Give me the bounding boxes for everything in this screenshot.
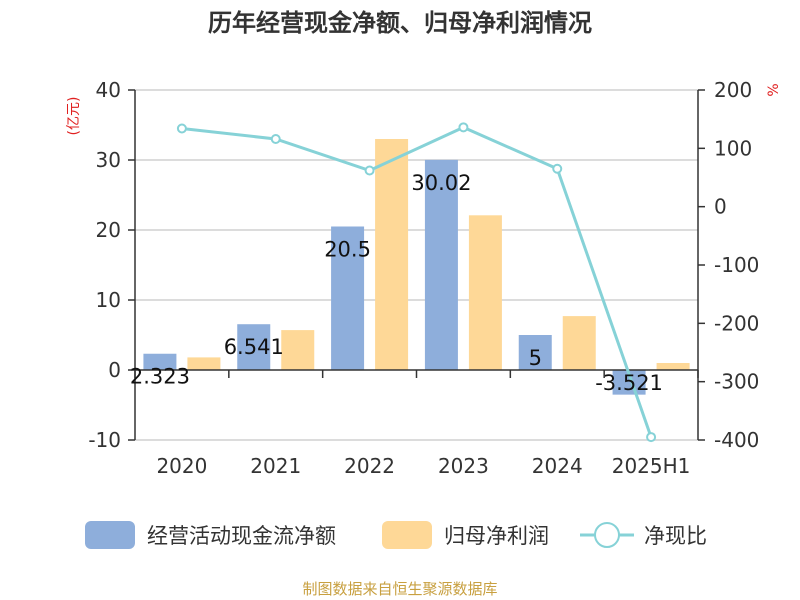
data-label: 20.5 — [324, 238, 371, 262]
bar — [281, 330, 315, 370]
legend-swatch — [382, 521, 432, 549]
left-tick-label: -10 — [88, 428, 121, 452]
left-tick-label: 30 — [96, 148, 121, 172]
right-tick-label: -200 — [714, 311, 759, 335]
bar-group — [143, 139, 690, 395]
line-point — [458, 122, 469, 133]
legend-label: 经营活动现金流净额 — [147, 524, 336, 548]
bar — [237, 324, 271, 370]
right-tick-label: -400 — [714, 428, 759, 452]
data-labels: 2.323 6.541 20.5 30.02 5 -3.521 — [130, 171, 663, 395]
data-label: -3.521 — [595, 371, 663, 395]
right-tick-label: 100 — [714, 136, 752, 160]
x-tick-label: 2024 — [532, 454, 583, 478]
bar — [331, 226, 365, 370]
line-point — [270, 134, 281, 144]
right-axis-unit: % — [766, 83, 782, 96]
line-path — [181, 125, 653, 438]
x-tick-label: 2025H1 — [612, 454, 691, 478]
legend-label: 净现比 — [644, 524, 707, 548]
chart-title: 历年经营现金净额、归母净利润情况 — [208, 9, 592, 37]
left-tick-label: 0 — [108, 358, 121, 382]
right-tick-label: 200 — [714, 78, 752, 102]
left-tick-label: 40 — [96, 78, 121, 102]
line-point — [646, 432, 657, 443]
x-tick-label: 2022 — [344, 454, 395, 478]
line-point — [552, 163, 563, 174]
x-tick-label: 2020 — [156, 454, 207, 478]
bar — [143, 353, 177, 370]
legend-marker — [594, 522, 620, 548]
bar — [656, 363, 690, 370]
bar — [187, 357, 221, 370]
x-tick-label: 2021 — [250, 454, 301, 478]
bar — [562, 316, 596, 370]
data-label: 5 — [529, 346, 542, 370]
left-tick-label: 20 — [96, 218, 121, 242]
bar — [518, 335, 552, 370]
right-tick-label: -100 — [714, 253, 759, 277]
legend: 经营活动现金流净额 归母净利润 净现比 — [85, 521, 707, 549]
data-label: 30.02 — [411, 171, 471, 195]
data-label: 2.323 — [130, 365, 190, 389]
bar — [424, 159, 458, 370]
data-label: 6.541 — [224, 335, 284, 359]
source-note: 制图数据来自恒生聚源数据库 — [302, 580, 497, 598]
x-tick-label: 2023 — [438, 454, 489, 478]
bar — [375, 139, 409, 370]
line-point — [364, 165, 375, 176]
left-axis-unit: (亿元) — [66, 97, 82, 136]
left-tick-label: 10 — [96, 288, 121, 312]
right-tick-label: -300 — [714, 370, 759, 394]
legend-swatch — [85, 521, 135, 549]
legend-label: 归母净利润 — [444, 524, 549, 548]
bar — [468, 215, 502, 370]
line-point — [176, 123, 187, 134]
right-tick-label: 0 — [714, 195, 727, 219]
line-series — [176, 122, 657, 443]
